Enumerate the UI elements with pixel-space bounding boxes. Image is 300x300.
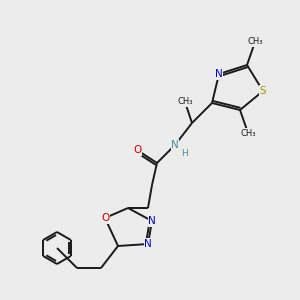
Text: CH₃: CH₃ xyxy=(177,98,193,106)
Text: N: N xyxy=(144,239,152,249)
Text: CH₃: CH₃ xyxy=(247,38,263,46)
Text: O: O xyxy=(133,145,141,155)
Text: S: S xyxy=(260,86,266,96)
Text: CH₃: CH₃ xyxy=(240,128,256,137)
Text: N: N xyxy=(215,69,223,79)
Text: H: H xyxy=(181,149,188,158)
Text: N: N xyxy=(148,216,156,226)
Text: O: O xyxy=(101,213,109,223)
Text: N: N xyxy=(171,140,179,150)
